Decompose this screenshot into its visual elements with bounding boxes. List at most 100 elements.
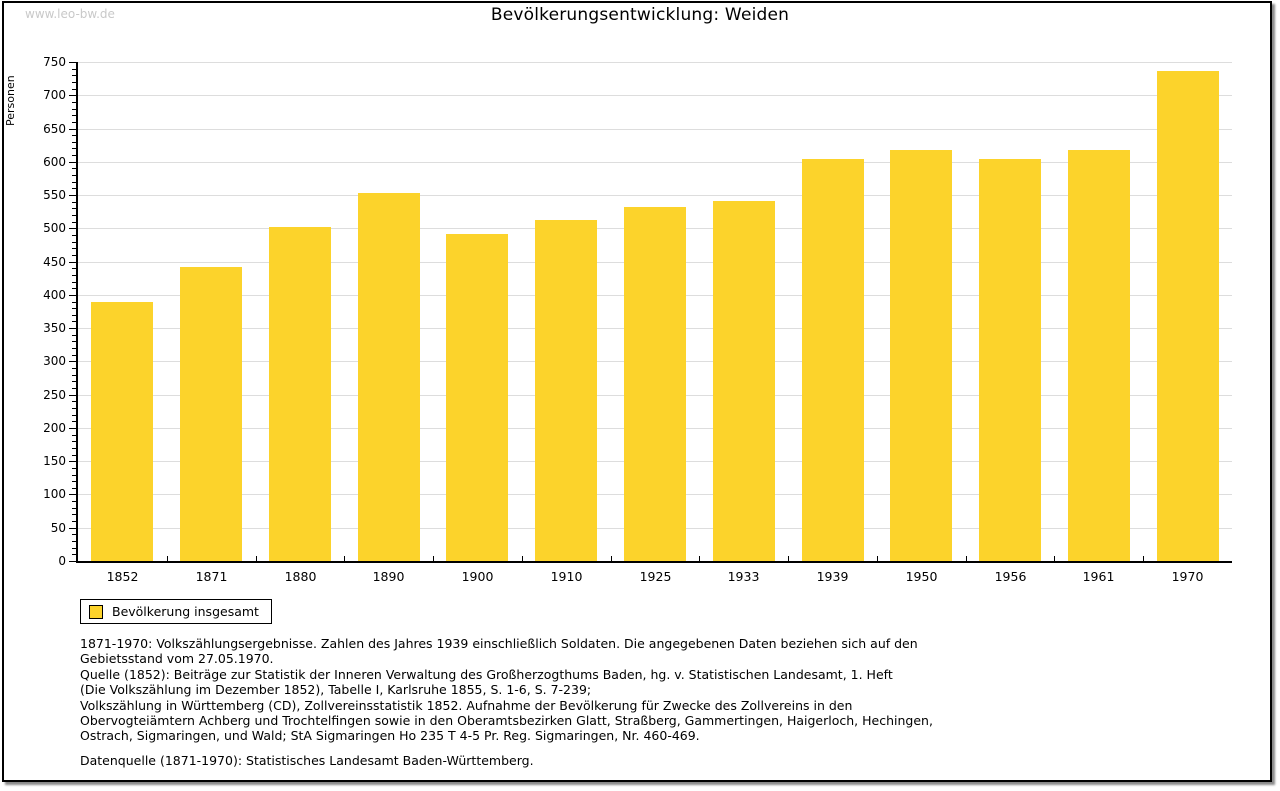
- y-axis-tick-minor: [72, 175, 76, 176]
- footer-note-line: Ostrach, Sigmaringen, und Wald; StA Sigm…: [80, 728, 700, 744]
- plot-area: 0 50 100 150 200 250 300 350 400 450 500 550 600 650 7…: [43, 55, 1232, 584]
- y-axis-tick-minor: [72, 375, 76, 376]
- x-axis-label-1910: 1910: [550, 569, 583, 584]
- y-axis-tick-label: 650: [43, 122, 66, 136]
- y-axis-tick-minor: [72, 155, 76, 156]
- y-axis-tick-minor: [72, 408, 76, 409]
- y-axis-tick-minor: [72, 455, 76, 456]
- y-axis-tick-minor: [72, 242, 76, 243]
- x-axis-tick: [611, 556, 612, 561]
- y-axis-tick-minor: [72, 142, 76, 143]
- bar-1900: [446, 234, 508, 561]
- y-axis-title: Personen: [4, 75, 17, 127]
- footer-note-line: Gebietsstand vom 27.05.1970.: [80, 651, 274, 667]
- y-axis-tick-major: [69, 361, 76, 362]
- y-axis-tick-minor: [72, 341, 76, 342]
- gridline-650: [78, 129, 1232, 130]
- y-axis-tick-minor: [72, 122, 76, 123]
- x-axis-label-1880: 1880: [284, 569, 317, 584]
- y-axis-tick-major: [69, 228, 76, 229]
- x-axis-tick: [344, 556, 345, 561]
- x-axis-tick: [788, 556, 789, 561]
- x-axis-tick: [167, 556, 168, 561]
- bar-1871: [180, 267, 242, 561]
- x-axis-label-1852: 1852: [106, 569, 139, 584]
- y-axis-tick-minor: [72, 501, 76, 502]
- y-axis-tick-label: 250: [43, 388, 66, 402]
- footer-note-line: Quelle (1852): Beiträge zur Statistik de…: [80, 666, 893, 682]
- y-axis-tick-minor: [72, 202, 76, 203]
- footer-note-line: (Die Volkszählung im Dezember 1852), Tab…: [80, 682, 592, 698]
- y-axis-tick-minor: [72, 368, 76, 369]
- y-axis-tick-minor: [72, 148, 76, 149]
- footer-note-line: Volkszählung in Württemberg (CD), Zollve…: [80, 697, 853, 713]
- footer-note: 1871-1970: Volkszählungsergebnisse. Zahl…: [80, 636, 1230, 744]
- page-title: Bevölkerungsentwicklung: Weiden: [490, 5, 790, 25]
- footer-source: Datenquelle (1871-1970): Statistisches L…: [80, 752, 534, 768]
- y-axis-tick-minor: [72, 521, 76, 522]
- y-axis-tick-major: [69, 195, 76, 196]
- y-axis-tick-major: [69, 62, 76, 63]
- x-axis-label-1961: 1961: [1082, 569, 1115, 584]
- y-axis-tick-minor: [72, 208, 76, 209]
- bar-1961: [1068, 150, 1130, 561]
- bar-1956: [979, 159, 1041, 561]
- x-axis-tick: [1143, 556, 1144, 561]
- y-axis-tick-minor: [72, 188, 76, 189]
- legend-label: Bevölkerung insgesamt: [112, 604, 259, 619]
- x-axis-label-1950: 1950: [905, 569, 938, 584]
- bar-1910: [535, 220, 597, 561]
- y-axis-tick-minor: [72, 355, 76, 356]
- y-axis-tick-minor: [72, 182, 76, 183]
- y-axis-tick-minor: [72, 348, 76, 349]
- footer-note-line: Obervogteiämtern Achberg und Trochtelfin…: [80, 713, 933, 729]
- bar-1880: [269, 227, 331, 561]
- y-axis-tick-major: [69, 129, 76, 130]
- y-axis-tick-label: 600: [43, 155, 66, 169]
- bar-1852: [91, 302, 153, 561]
- y-axis-tick-minor: [72, 481, 76, 482]
- y-axis-tick-minor: [72, 315, 76, 316]
- x-axis-label-1933: 1933: [727, 569, 760, 584]
- y-axis-tick-minor: [72, 235, 76, 236]
- y-axis-tick-label: 100: [43, 487, 66, 501]
- y-axis-tick-minor: [72, 381, 76, 382]
- y-axis-tick-minor: [72, 468, 76, 469]
- y-axis-tick-minor: [72, 475, 76, 476]
- y-axis-tick-minor: [72, 82, 76, 83]
- y-axis-tick-minor: [72, 321, 76, 322]
- x-axis-label-1890: 1890: [372, 569, 405, 584]
- x-axis-tick: [256, 556, 257, 561]
- y-axis-tick-minor: [72, 89, 76, 90]
- y-axis-tick-minor: [72, 415, 76, 416]
- y-axis-tick-minor: [72, 441, 76, 442]
- y-axis-tick-minor: [72, 268, 76, 269]
- bar-1925: [624, 207, 686, 561]
- y-axis-tick-minor: [72, 508, 76, 509]
- gridline-600: [78, 162, 1232, 163]
- y-axis-tick-minor: [72, 288, 76, 289]
- y-axis-tick-minor: [72, 534, 76, 535]
- watermark: www.leo-bw.de: [25, 7, 115, 21]
- legend-swatch: [89, 604, 103, 619]
- y-axis-tick-minor: [72, 302, 76, 303]
- y-axis-tick-label: 150: [43, 454, 66, 468]
- y-axis-tick-minor: [72, 335, 76, 336]
- x-axis-tick: [877, 556, 878, 561]
- y-axis-tick-minor: [72, 135, 76, 136]
- y-axis-tick-major: [69, 162, 76, 163]
- y-axis-tick-major: [69, 262, 76, 263]
- y-axis-tick-minor: [72, 248, 76, 249]
- y-axis-tick-major: [69, 561, 76, 562]
- y-axis-tick-label: 450: [43, 255, 66, 269]
- bar-1933: [713, 201, 775, 561]
- bar-1950: [890, 150, 952, 561]
- x-axis-tick: [966, 556, 967, 561]
- x-axis-tick: [1054, 556, 1055, 561]
- y-axis-tick-label: 400: [43, 288, 66, 302]
- x-axis-tick: [522, 556, 523, 561]
- x-axis-tick: [699, 556, 700, 561]
- y-axis-tick-minor: [72, 488, 76, 489]
- bar-1939: [802, 159, 864, 561]
